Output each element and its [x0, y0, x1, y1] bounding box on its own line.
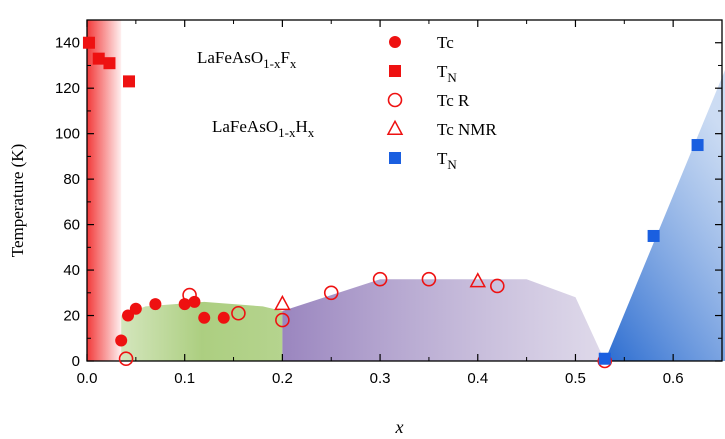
y-tick-label: 140 [55, 35, 80, 52]
point-series-0 [188, 295, 201, 308]
y-axis-title: Temperature (K) [8, 144, 27, 258]
point-series-0 [122, 309, 135, 322]
point-series-0 [198, 311, 211, 324]
legend-marker-0 [389, 36, 401, 48]
region-blue-afm [604, 70, 725, 361]
legend-marker-3 [386, 119, 404, 135]
point-series-1 [123, 75, 136, 88]
y-tick-label: 40 [63, 262, 80, 279]
x-tick-label: 0.1 [174, 370, 195, 387]
x-tick-label: 0.3 [370, 370, 391, 387]
point-series-4 [598, 352, 611, 365]
y-tick-label: 120 [55, 80, 80, 97]
data-points [82, 36, 704, 369]
legend-label-3: Tc NMR [437, 120, 497, 139]
region-red-afm [87, 20, 122, 361]
y-tick-label: 100 [55, 126, 80, 143]
compound-label-h: LaFeAsO1-xHx [212, 117, 315, 140]
x-tick-label: 0.5 [565, 370, 586, 387]
point-series-4 [647, 229, 660, 242]
legend-label-0: Tc [437, 33, 454, 52]
plot-frame [86, 19, 723, 362]
y-tick-label: 20 [63, 308, 80, 325]
point-series-0 [115, 334, 128, 347]
legend-marker-4 [389, 152, 401, 164]
region-purple-sc [282, 279, 605, 361]
point-series-2 [275, 312, 290, 328]
point-series-2 [323, 285, 339, 301]
x-tick-label: 0.6 [663, 370, 684, 387]
y-tick-label: 0 [72, 353, 80, 370]
region-green-sc [121, 301, 283, 361]
point-series-2 [118, 351, 134, 367]
axis-ticks [86, 20, 723, 362]
point-series-1 [103, 57, 116, 70]
point-series-1 [92, 52, 105, 65]
compound-label-f: LaFeAsO1-xFx [197, 48, 297, 71]
plot-border [86, 19, 723, 362]
x-tick-label: 0.2 [272, 370, 293, 387]
point-series-1 [82, 36, 95, 49]
text-labels: 0 20 40 60 80 100 120 140 0.0 0.1 0.2 0.3 0.4 0.5 0.6 x… [8, 33, 684, 437]
legend-label-1: TN [437, 62, 457, 85]
point-series-2 [490, 278, 505, 294]
point-series-0 [217, 311, 230, 324]
legend-marker-1 [389, 65, 401, 77]
point-series-2 [231, 305, 246, 321]
point-series-2 [421, 271, 437, 287]
phase-regions [87, 20, 725, 361]
point-series-4 [691, 139, 704, 152]
x-axis-title: x [395, 417, 404, 437]
legend-label-4: TN [437, 149, 457, 172]
point-series-0 [129, 302, 142, 315]
point-series-3 [469, 272, 487, 288]
y-tick-label: 60 [63, 217, 80, 234]
x-tick-label: 0.0 [77, 370, 98, 387]
legend-marker-2 [387, 92, 403, 108]
point-series-0 [149, 298, 162, 311]
x-tick-label: 0.4 [467, 370, 488, 387]
point-series-2 [182, 287, 197, 303]
point-series-3 [274, 294, 291, 311]
y-tick-label: 80 [63, 171, 80, 188]
legend-label-2: Tc R [437, 91, 470, 110]
point-series-2 [372, 271, 388, 287]
